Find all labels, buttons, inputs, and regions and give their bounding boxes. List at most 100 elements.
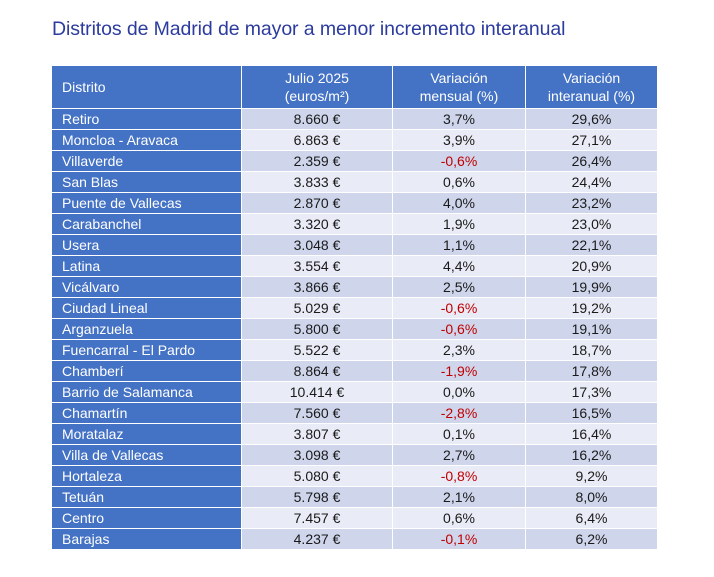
cell-interanual: 22,1% [526,235,657,256]
page-title: Distritos de Madrid de mayor a menor inc… [52,18,566,40]
cell-mensual: -1,9% [393,361,526,382]
cell-distrito: Tetuán [52,487,242,508]
cell-mensual: 2,1% [393,487,526,508]
table-row: Barajas 4.237 € -0,1% 6,2% [52,529,657,550]
cell-mensual: 0,0% [393,382,526,403]
table-row: San Blas 3.833 € 0,6% 24,4% [52,172,657,193]
cell-precio: 2.359 € [242,151,393,172]
cell-interanual: 17,3% [526,382,657,403]
table-row: Hortaleza 5.080 € -0,8% 9,2% [52,466,657,487]
table-row: Arganzuela 5.800 € -0,6% 19,1% [52,319,657,340]
cell-mensual: -0,6% [393,151,526,172]
cell-precio: 5.800 € [242,319,393,340]
cell-mensual: 2,5% [393,277,526,298]
table-row: Chamartín 7.560 € -2,8% 16,5% [52,403,657,424]
cell-precio: 3.807 € [242,424,393,445]
header-mensual-line1: Variación [430,70,488,86]
cell-interanual: 9,2% [526,466,657,487]
cell-precio: 6.863 € [242,130,393,151]
cell-precio: 5.522 € [242,340,393,361]
table-row: Moncloa - Aravaca 6.863 € 3,9% 27,1% [52,130,657,151]
cell-interanual: 19,2% [526,298,657,319]
cell-interanual: 23,0% [526,214,657,235]
cell-mensual: -0,6% [393,298,526,319]
districts-table: Distrito Julio 2025 (euros/m²) Variación… [52,66,657,550]
cell-precio: 2.870 € [242,193,393,214]
table-row: Moratalaz 3.807 € 0,1% 16,4% [52,424,657,445]
cell-interanual: 27,1% [526,130,657,151]
cell-interanual: 8,0% [526,487,657,508]
cell-distrito: Retiro [52,109,242,130]
cell-distrito: Fuencarral - El Pardo [52,340,242,361]
cell-distrito: San Blas [52,172,242,193]
cell-distrito: Hortaleza [52,466,242,487]
cell-interanual: 19,1% [526,319,657,340]
cell-mensual: -2,8% [393,403,526,424]
header-distrito-label: Distrito [62,79,106,95]
cell-distrito: Carabanchel [52,214,242,235]
cell-mensual: -0,6% [393,319,526,340]
cell-distrito: Centro [52,508,242,529]
cell-distrito: Barrio de Salamanca [52,382,242,403]
header-mensual: Variación mensual (%) [393,66,526,109]
cell-interanual: 23,2% [526,193,657,214]
cell-distrito: Chamartín [52,403,242,424]
cell-interanual: 18,7% [526,340,657,361]
cell-precio: 5.798 € [242,487,393,508]
cell-precio: 7.560 € [242,403,393,424]
table-row: Barrio de Salamanca 10.414 € 0,0% 17,3% [52,382,657,403]
cell-interanual: 29,6% [526,109,657,130]
cell-interanual: 6,2% [526,529,657,550]
header-mensual-line2: mensual (%) [419,88,499,104]
cell-distrito: Usera [52,235,242,256]
cell-distrito: Latina [52,256,242,277]
cell-distrito: Barajas [52,529,242,550]
cell-precio: 3.320 € [242,214,393,235]
cell-precio: 5.029 € [242,298,393,319]
cell-precio: 3.833 € [242,172,393,193]
table-row: Fuencarral - El Pardo 5.522 € 2,3% 18,7% [52,340,657,361]
table-row: Centro 7.457 € 0,6% 6,4% [52,508,657,529]
cell-precio: 8.864 € [242,361,393,382]
table-body: Retiro 8.660 € 3,7% 29,6% Moncloa - Arav… [52,109,657,550]
cell-interanual: 19,9% [526,277,657,298]
table-row: Villa de Vallecas 3.098 € 2,7% 16,2% [52,445,657,466]
cell-distrito: Ciudad Lineal [52,298,242,319]
cell-distrito: Villaverde [52,151,242,172]
cell-distrito: Villa de Vallecas [52,445,242,466]
header-precio: Julio 2025 (euros/m²) [242,66,393,109]
cell-mensual: 0,6% [393,508,526,529]
header-precio-line1: Julio 2025 [285,70,349,86]
table-header-row: Distrito Julio 2025 (euros/m²) Variación… [52,66,657,109]
header-precio-line2: (euros/m²) [284,88,350,104]
cell-precio: 7.457 € [242,508,393,529]
cell-precio: 3.098 € [242,445,393,466]
cell-mensual: 3,9% [393,130,526,151]
cell-interanual: 26,4% [526,151,657,172]
table-row: Tetuán 5.798 € 2,1% 8,0% [52,487,657,508]
cell-mensual: 0,1% [393,424,526,445]
table-row: Vicálvaro 3.866 € 2,5% 19,9% [52,277,657,298]
cell-mensual: 2,3% [393,340,526,361]
cell-mensual: 1,1% [393,235,526,256]
cell-precio: 3.048 € [242,235,393,256]
header-interanual-line1: Variación [562,70,621,86]
table-row: Carabanchel 3.320 € 1,9% 23,0% [52,214,657,235]
cell-mensual: 3,7% [393,109,526,130]
cell-precio: 10.414 € [242,382,393,403]
cell-mensual: 1,9% [393,214,526,235]
table-row: Retiro 8.660 € 3,7% 29,6% [52,109,657,130]
cell-distrito: Moratalaz [52,424,242,445]
cell-mensual: 4,4% [393,256,526,277]
cell-distrito: Arganzuela [52,319,242,340]
cell-mensual: 4,0% [393,193,526,214]
cell-interanual: 20,9% [526,256,657,277]
cell-precio: 4.237 € [242,529,393,550]
cell-mensual: 0,6% [393,172,526,193]
cell-distrito: Puente de Vallecas [52,193,242,214]
header-interanual-line2: interanual (%) [547,88,636,104]
table-row: Usera 3.048 € 1,1% 22,1% [52,235,657,256]
table-row: Villaverde 2.359 € -0,6% 26,4% [52,151,657,172]
table-row: Chamberí 8.864 € -1,9% 17,8% [52,361,657,382]
cell-distrito: Moncloa - Aravaca [52,130,242,151]
